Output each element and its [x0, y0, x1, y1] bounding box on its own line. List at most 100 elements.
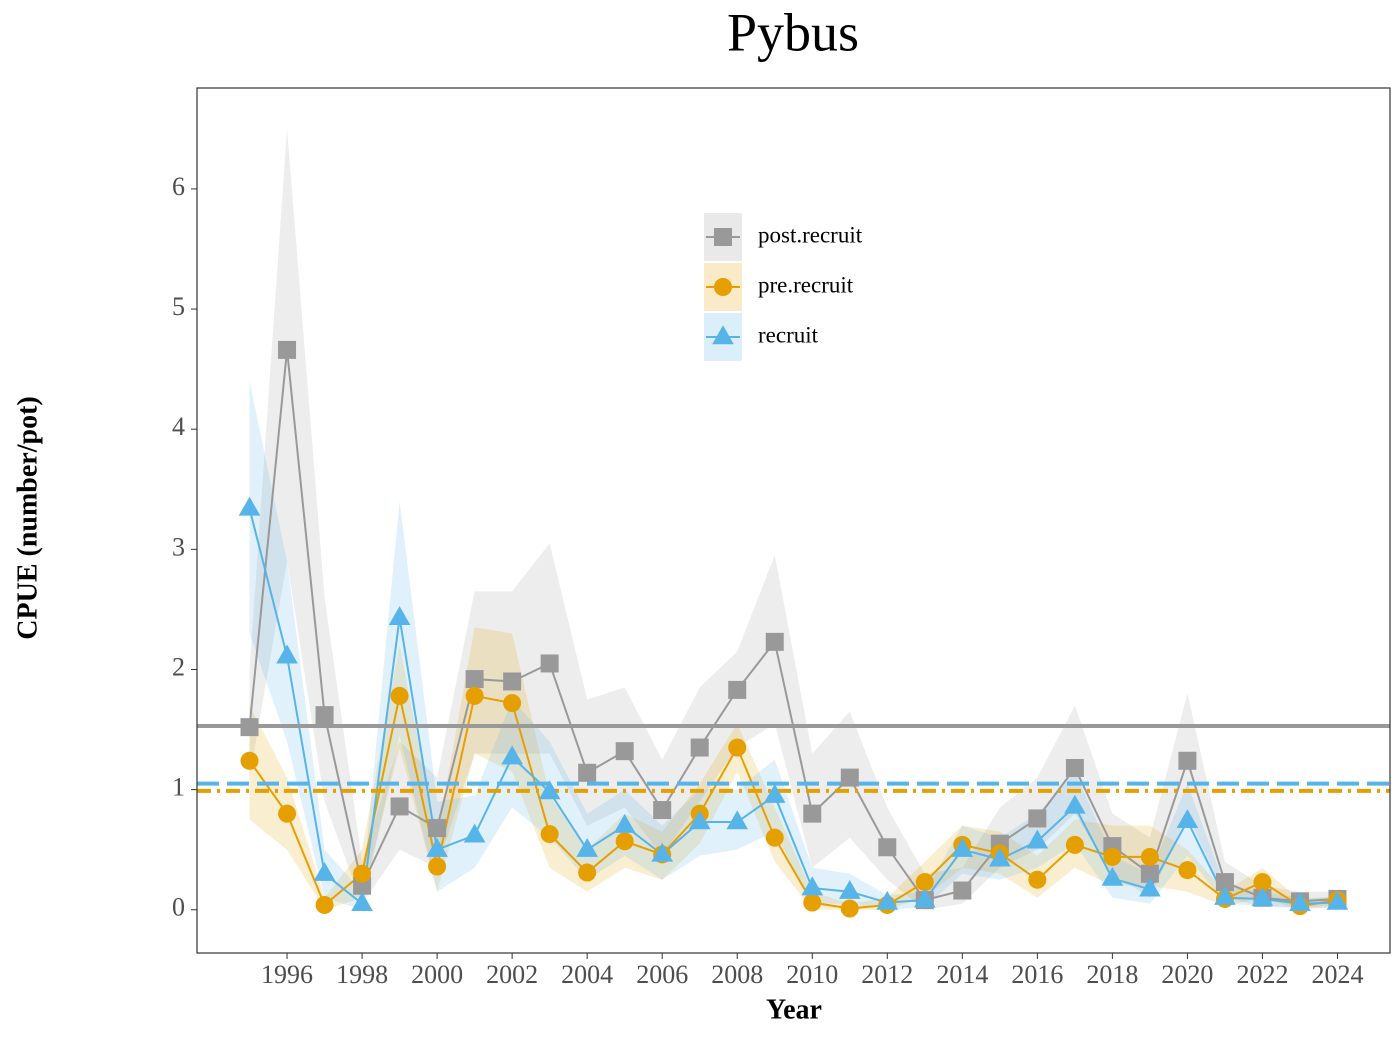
marker — [388, 606, 411, 626]
marker — [503, 672, 522, 691]
x-tick-label: 2010 — [786, 960, 838, 989]
chart-title: Pybus — [727, 2, 859, 62]
y-tick-label: 1 — [172, 773, 185, 802]
marker — [578, 863, 597, 882]
marker — [989, 847, 1011, 867]
marker — [1026, 829, 1049, 849]
marker — [1140, 847, 1159, 866]
y-tick-label: 6 — [172, 172, 185, 201]
plot-border — [196, 87, 1391, 954]
confidence-band — [249, 381, 1338, 910]
x-tick-label: 2008 — [711, 960, 763, 989]
marker — [390, 686, 409, 705]
y-tick-label: 5 — [172, 292, 185, 321]
x-tick-label: 2022 — [1236, 960, 1288, 989]
marker — [465, 686, 484, 705]
y-tick-label: 2 — [172, 652, 185, 681]
marker — [878, 838, 897, 857]
marker — [728, 680, 747, 699]
marker — [1214, 886, 1236, 905]
x-tick-label: 2024 — [1311, 960, 1363, 989]
marker — [714, 228, 732, 246]
marker — [578, 763, 597, 782]
marker — [615, 832, 634, 851]
marker — [803, 804, 822, 823]
x-tick-label: 2006 — [636, 960, 688, 989]
marker — [576, 837, 598, 857]
marker — [501, 745, 523, 765]
marker — [353, 864, 372, 883]
marker — [278, 340, 297, 359]
y-tick-label: 0 — [172, 893, 185, 922]
marker — [278, 804, 297, 823]
marker — [803, 893, 822, 912]
marker — [1176, 809, 1199, 829]
marker — [838, 880, 861, 899]
marker — [1215, 873, 1234, 892]
legend-label: pre.recruit — [758, 272, 854, 297]
marker — [613, 813, 636, 833]
marker — [1178, 861, 1197, 880]
marker — [428, 857, 447, 876]
marker — [276, 644, 298, 664]
marker — [651, 842, 673, 862]
marker — [426, 837, 448, 857]
marker — [1065, 758, 1084, 777]
marker — [540, 825, 559, 844]
marker — [915, 873, 934, 892]
marker — [238, 496, 261, 516]
marker — [390, 797, 409, 816]
y-tick-label: 4 — [172, 412, 185, 441]
marker — [653, 801, 672, 820]
marker — [313, 862, 336, 881]
marker — [765, 828, 784, 847]
marker — [315, 706, 334, 725]
marker — [951, 837, 974, 857]
marker — [1251, 887, 1274, 907]
marker — [240, 751, 259, 770]
marker — [726, 810, 749, 830]
marker — [1139, 877, 1161, 897]
marker — [712, 325, 734, 345]
marker — [765, 632, 784, 651]
x-tick-label: 1998 — [336, 960, 388, 989]
marker — [1178, 751, 1197, 770]
marker — [690, 738, 709, 757]
marker — [801, 876, 824, 896]
x-tick-label: 2018 — [1086, 960, 1138, 989]
confidence-band — [249, 128, 1338, 910]
marker — [1253, 873, 1272, 892]
x-tick-label: 2014 — [936, 960, 988, 989]
marker — [463, 823, 486, 843]
legend-label: post.recruit — [758, 222, 863, 247]
marker — [1101, 866, 1124, 886]
x-tick-label: 2016 — [1011, 960, 1063, 989]
marker — [1326, 890, 1349, 910]
confidence-band — [249, 627, 1338, 910]
marker — [540, 654, 559, 673]
marker — [840, 899, 859, 918]
marker — [465, 670, 484, 689]
marker — [1103, 847, 1122, 866]
marker — [615, 742, 634, 761]
marker — [1289, 892, 1311, 911]
x-tick-label: 2020 — [1161, 960, 1213, 989]
marker — [1140, 864, 1159, 883]
x-axis-label: Year — [766, 994, 822, 1025]
x-tick-label: 1996 — [261, 960, 313, 989]
marker — [840, 768, 859, 787]
x-tick-label: 2004 — [561, 960, 613, 989]
marker — [876, 890, 899, 910]
marker — [1028, 870, 1047, 889]
marker — [714, 278, 732, 296]
marker — [1064, 794, 1086, 814]
marker — [428, 819, 447, 838]
marker — [688, 810, 711, 830]
marker — [351, 892, 373, 911]
marker — [503, 694, 522, 713]
marker — [763, 783, 786, 803]
marker — [1065, 835, 1084, 854]
x-tick-label: 2012 — [861, 960, 913, 989]
y-tick-label: 3 — [172, 532, 185, 561]
